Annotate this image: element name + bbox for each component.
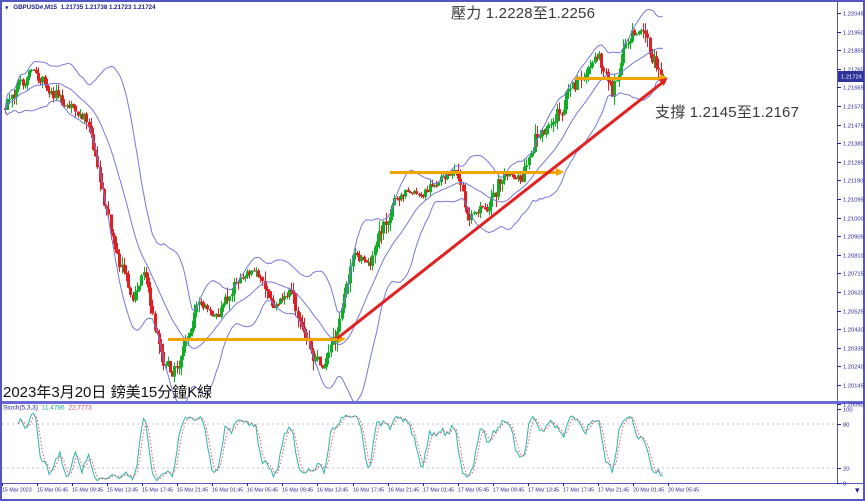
price-tick-label: 1.20810 — [843, 252, 864, 259]
price-tick-label: 1.20525 — [843, 307, 864, 315]
time-tick-label: 15 Mar 09:45 — [72, 487, 104, 493]
arrowhead-icon — [659, 73, 668, 82]
price-tick-label: 1.21950 — [843, 28, 864, 36]
resistance-annotation[interactable]: 壓力 1.2228至1.2256 — [451, 5, 596, 22]
trendline-resistance-arrow-mid[interactable] — [390, 168, 565, 177]
stochastic-main-value: 11.4786 — [41, 404, 65, 412]
time-axis-marker-icon[interactable]: ▾ — [855, 485, 860, 495]
time-tick-label: 17 Mar 09:45 — [492, 487, 524, 493]
time-tick-label: 15 Mar 17:45 — [142, 487, 174, 493]
symbol-timeframe-label: GBPUSD#,M15 — [13, 4, 58, 11]
price-tick-label: 1.20240 — [843, 363, 864, 371]
price-tick-label: 1.20335 — [843, 345, 864, 352]
support-annotation[interactable]: 支撐 1.2145至1.2167 — [655, 104, 800, 121]
time-tick-label: 20 Mar 05:45 — [667, 487, 700, 493]
price-tick-label: 1.21760 — [843, 66, 864, 73]
price-tick-label: 1.21095 — [843, 196, 864, 203]
time-tick-label: 17 Mar 05:45 — [457, 487, 489, 493]
chart-caption-annotation[interactable]: 2023年3月20日 鎊美15分鐘K線 — [3, 384, 213, 401]
price-tick-label: 1.20905 — [843, 233, 864, 240]
trendline-support-arrow-lower[interactable] — [167, 335, 347, 344]
price-tick-label: 1.22045 — [843, 10, 864, 17]
symbol-dropdown-icon[interactable]: ▼ — [4, 4, 10, 11]
oscillator-tick-label: 0 — [843, 479, 847, 487]
price-tick-label: 1.21475 — [843, 121, 864, 129]
oscillator-tick-label: 20 — [843, 465, 850, 472]
price-tick-label: 1.20145 — [843, 382, 864, 389]
time-tick-label: 17 Mar 21:45 — [597, 487, 629, 493]
time-tick-label: 16 Mar 21:45 — [387, 487, 419, 493]
time-tick-label: 16 Mar 05:45 — [247, 487, 279, 493]
arrowhead-icon — [556, 168, 565, 177]
arrowhead-icon — [338, 335, 347, 344]
price-tick-label: 1.20050 — [843, 400, 864, 408]
price-tick-label: 1.21000 — [843, 214, 864, 222]
time-tick-label: 16 Mar 01:45 — [212, 487, 244, 493]
price-tick-label: 1.21285 — [843, 159, 864, 166]
price-tick-label: 1.21570 — [843, 103, 864, 110]
price-tick-label: 1.21190 — [843, 177, 864, 185]
oscillator-tick-label: 100 — [843, 406, 853, 414]
chart-title: ▼ GBPUSD#,M15 1.21735 1.21738 1.21723 1.… — [4, 4, 156, 11]
time-tick-label: 17 Mar 13:45 — [527, 487, 559, 493]
time-tick-label: 17 Mar 17:45 — [562, 487, 594, 493]
stochastic-indicator-label: Stoch(5,3,3) 11.4786 22.7773 — [3, 404, 92, 411]
oscillator-tick-label: 80 — [843, 421, 850, 428]
time-tick-label: 16 Mar 13:45 — [317, 487, 349, 493]
stochastic-name: Stoch(5,3,3) — [3, 404, 38, 412]
time-tick-label: 15 Mar 13:45 — [107, 487, 139, 493]
time-tick-label: 16 Mar 09:45 — [282, 487, 314, 493]
price-tick-label: 1.21665 — [843, 84, 864, 92]
time-tick-label: 17 Mar 01:45 — [422, 487, 454, 493]
time-tick-label: 20 Mar 01:45 — [632, 487, 665, 493]
time-tick-label: 16 Mar 17:45 — [352, 487, 384, 493]
current-price-badge: 1.21724 — [838, 70, 864, 82]
price-tick-label: 1.21380 — [843, 140, 864, 147]
time-tick-label: 15 Mar 05:45 — [37, 487, 69, 493]
trendline-support-arrow-upper[interactable] — [574, 73, 668, 82]
price-tick-label: 1.20620 — [843, 289, 864, 296]
price-tick-label: 1.21855 — [843, 47, 864, 54]
price-tick-label: 1.20430 — [843, 326, 864, 333]
price-tick-label: 1.20715 — [843, 270, 864, 278]
stochastic-signal-value: 22.7773 — [68, 404, 92, 412]
time-tick-label: 15 Mar 2023 — [2, 487, 32, 493]
quote-ohlc-values: 1.21735 1.21738 1.21723 1.21724 — [60, 4, 156, 11]
time-tick-label: 15 Mar 21:45 — [177, 487, 209, 493]
